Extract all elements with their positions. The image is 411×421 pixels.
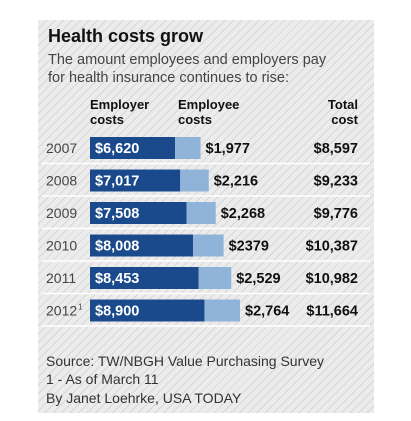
year-label: 2009 [46, 205, 77, 221]
total-value-label: $8,597 [314, 141, 358, 157]
employee-value-label: $2,529 [236, 271, 280, 287]
infographic-card: Health costs grow The amount employees a… [38, 20, 374, 413]
employee-value-label: $2,216 [214, 174, 258, 190]
footnote: 1 - As of March 11 [46, 371, 159, 387]
subtitle-line-1: The amount employees and employers pay [48, 52, 327, 68]
employer-bar [90, 299, 205, 322]
total-value-label: $10,982 [306, 271, 358, 287]
employee-bar [198, 267, 232, 289]
total-header-line-2: cost [331, 112, 358, 127]
employee-value-label: $2379 [229, 239, 269, 255]
employer-value-label: $7,017 [95, 174, 139, 190]
total-value-label: $9,776 [314, 206, 358, 222]
year-label: 2007 [46, 140, 77, 156]
employer-bar [90, 234, 193, 257]
employee-bar [192, 234, 224, 257]
byline: By Janet Loehrke, USA TODAY [46, 390, 242, 406]
stacked-bar-chart: 2007 $6,620 $1,977 $8,597 2008 $7,017 $2,216 $9… [42, 137, 370, 327]
employer-value-label: $6,620 [95, 141, 139, 157]
total-cost-header: Total cost [328, 97, 358, 127]
employer-bar [90, 169, 181, 192]
subtitle-line-2: for health insurance continues to rise: [48, 70, 289, 86]
employer-header-line-1: Employer [90, 97, 150, 112]
employer-value-label: $8,453 [95, 271, 139, 287]
employee-bar [180, 169, 209, 192]
employer-bar [90, 202, 187, 224]
total-value-label: $10,387 [306, 239, 358, 255]
employer-value-label: $8,008 [95, 239, 139, 255]
employee-value-label: $2,764 [245, 304, 289, 320]
year-label: 2012 [46, 303, 77, 319]
employee-header-line-1: Employee [178, 97, 240, 112]
year-label: 2008 [46, 173, 77, 189]
year-label: 2010 [46, 238, 77, 254]
employee-header-line-2: costs [178, 112, 212, 127]
employer-costs-header: Employer costs [90, 97, 149, 127]
employee-value-label: $1,977 [206, 141, 250, 157]
employee-bar [204, 299, 240, 322]
chart-title: Health costs grow [48, 26, 204, 46]
employer-value-label: $7,508 [95, 206, 139, 222]
year-label: 2011 [46, 270, 76, 286]
total-header-line-1: Total [327, 97, 358, 112]
employee-value-label: $2,268 [221, 206, 265, 222]
employer-header-line-2: costs [90, 112, 124, 127]
employer-bar [90, 267, 199, 289]
employee-bar [175, 137, 201, 159]
total-value-label: $9,233 [314, 174, 358, 190]
year-footnote-marker: 1 [78, 303, 83, 312]
employee-bar [186, 202, 216, 224]
total-value-label: $11,664 [306, 304, 358, 320]
employee-costs-header: Employee costs [178, 97, 239, 127]
source-note: Source: TW/NBGH Value Purchasing Survey [46, 353, 325, 369]
employer-bar [90, 137, 176, 159]
employer-value-label: $8,900 [95, 304, 139, 320]
